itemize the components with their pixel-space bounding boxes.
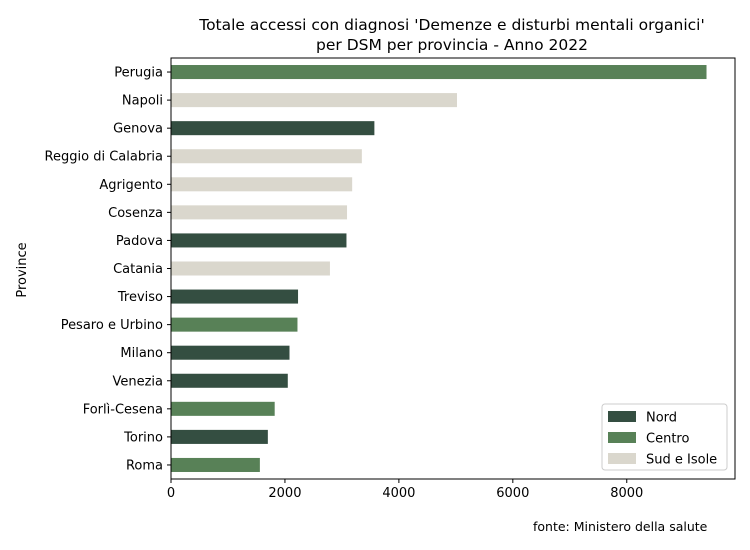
y-tick-label: Catania	[113, 262, 163, 277]
x-axis-ticks: 0 2000 4000 6000 8000	[167, 479, 643, 501]
bar-agrigento	[171, 177, 353, 192]
bar-perugia	[171, 65, 707, 80]
bar-genova	[171, 121, 375, 136]
chart-title-line-2: per DSM per provincia - Anno 2022	[316, 36, 588, 54]
bar-torino	[171, 429, 268, 444]
bar-pesaro-e-urbino	[171, 317, 298, 332]
bar-roma	[171, 457, 260, 472]
bar-catania	[171, 261, 330, 276]
bar-cosenza	[171, 205, 348, 220]
legend: Nord Centro Sud e Isole	[601, 403, 728, 471]
y-tick-label: Milano	[120, 346, 163, 361]
y-tick-label: Forlì-Cesena	[83, 402, 163, 417]
bar-treviso	[171, 289, 299, 304]
y-tick-label: Napoli	[122, 94, 163, 109]
bar-napoli	[171, 93, 457, 108]
legend-entry: Sud e Isole	[646, 453, 717, 468]
plot-frame	[170, 57, 736, 480]
legend-swatch	[608, 432, 636, 443]
legend-swatch	[608, 453, 636, 464]
bar-milano	[171, 345, 290, 360]
y-tick-label: Roma	[126, 458, 163, 473]
y-tick-label: Treviso	[117, 290, 163, 305]
bar-venezia	[171, 373, 288, 388]
y-tick-label: Venezia	[112, 374, 163, 389]
x-tick-label: 8000	[610, 486, 643, 501]
chart-title-line-1: Totale accessi con diagnosi 'Demenze e d…	[198, 16, 705, 34]
bar-padova	[171, 233, 347, 248]
y-tick-label: Perugia	[114, 66, 163, 81]
y-tick-label: Reggio di Calabria	[45, 150, 163, 165]
x-tick-label: 6000	[496, 486, 529, 501]
y-axis-label: Province	[15, 242, 30, 297]
x-tick-label: 2000	[268, 486, 301, 501]
x-tick-label: 0	[167, 486, 175, 501]
y-tick-label: Genova	[113, 122, 163, 137]
y-tick-label: Cosenza	[108, 206, 163, 221]
bars-group	[171, 65, 707, 472]
y-tick-label: Agrigento	[99, 178, 163, 193]
y-tick-labels: Perugia Napoli Genova Reggio di Calabria Agr…	[45, 66, 171, 473]
legend-entry: Centro	[646, 432, 689, 447]
x-tick-label: 4000	[382, 486, 415, 501]
y-tick-label: Padova	[116, 234, 163, 249]
legend-entry: Nord	[646, 411, 677, 426]
bar-reggio-di-calabria	[171, 149, 362, 164]
chart-title: Totale accessi con diagnosi 'Demenze e d…	[198, 16, 705, 54]
y-tick-label: Pesaro e Urbino	[61, 318, 163, 333]
bar-forl-cesena	[171, 401, 275, 416]
y-tick-label: Torino	[123, 430, 163, 445]
source-note: fonte: Ministero della salute	[533, 519, 708, 534]
legend-swatch	[608, 411, 636, 422]
